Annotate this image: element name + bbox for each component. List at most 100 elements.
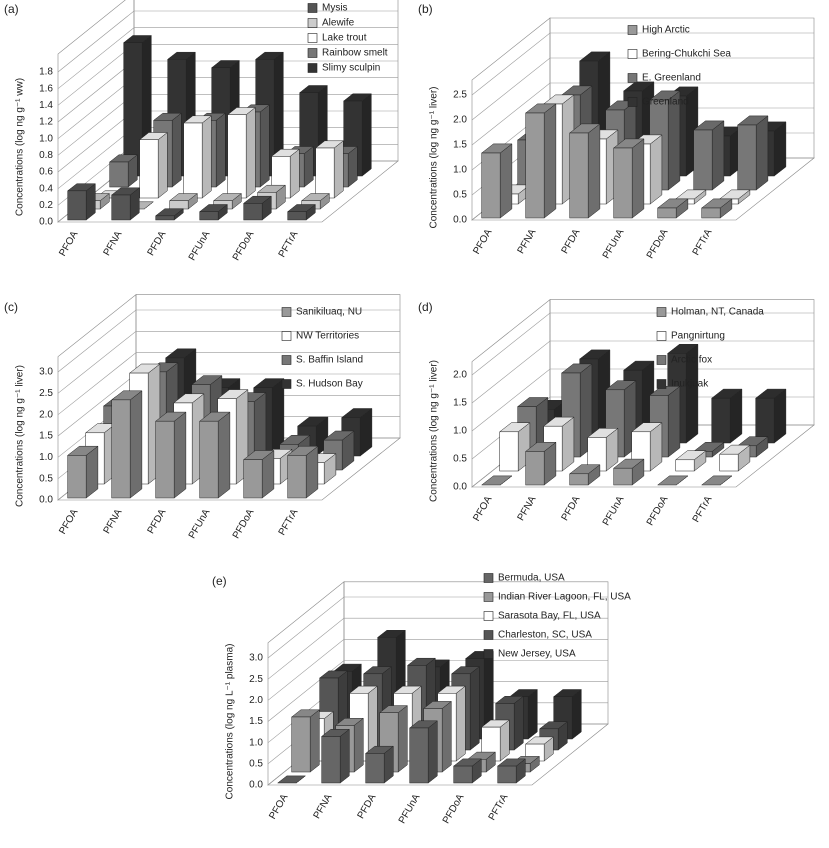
bar [657, 207, 677, 219]
legend-label: New Jersey, USA [498, 649, 576, 660]
bar-side [729, 388, 743, 444]
legend-swatch [483, 592, 494, 602]
legend-swatch [307, 18, 318, 28]
y-tick-label: 0.0 [453, 482, 467, 493]
bar [183, 122, 203, 199]
grid-line [57, 309, 400, 373]
bar-top [480, 475, 513, 486]
y-tick-label: 0.5 [453, 190, 467, 201]
bar-side [289, 148, 300, 199]
bar [243, 459, 263, 499]
legend-label: Holman, NT, Canada [671, 307, 764, 318]
legend-swatch [627, 25, 638, 35]
x-tick-label: PFNA [102, 229, 125, 258]
legend-swatch [483, 630, 494, 640]
y-tick-label: 1.5 [453, 140, 467, 151]
bar [109, 161, 129, 188]
panel-label: (c) [4, 300, 18, 314]
y-axis-title: Concentrations (log ng L⁻¹ plasma) [225, 644, 236, 800]
legend-swatch [627, 97, 638, 107]
x-tick-label: PFDA [560, 494, 583, 523]
x-tick-label: PFDoA [441, 792, 467, 826]
y-tick-label: 0.8 [39, 150, 53, 161]
panel: (e) 0.0 0.5 1.0 1.5 2.0 2.5 3.0 Concentrations (… [212, 573, 631, 826]
legend-swatch [307, 33, 318, 43]
panel: (b) 0.0 0.5 1.0 1.5 2.0 2.5 Concentrations (log… [418, 2, 815, 261]
y-tick-label: 2.0 [249, 695, 263, 706]
x-tick-label: PFTrA [691, 227, 715, 257]
x-tick-label: PFDA [146, 229, 169, 258]
bar [111, 194, 131, 221]
legend-label: Slimy sculpin [322, 63, 380, 74]
y-tick-label: 0.0 [39, 217, 53, 228]
x-tick-label: PFDA [146, 507, 169, 536]
y-tick-label: 1.0 [249, 737, 263, 748]
legend-label: S. Hudson Bay [296, 379, 363, 390]
legend-swatch [483, 649, 494, 659]
bar [525, 451, 545, 486]
legend-label: Bering-Chukchi Sea [642, 49, 731, 60]
bar-side [361, 93, 372, 177]
grid-line [471, 57, 814, 121]
legend-label: Sarasota Bay, FL, USA [498, 611, 601, 622]
x-tick-label: PFUnA [601, 227, 627, 261]
bar-side [339, 728, 350, 784]
x-tick-label: PFUnA [187, 507, 213, 541]
bar [243, 203, 263, 221]
legend-label: Lake trout [322, 33, 367, 44]
x-tick-label: PFOA [57, 229, 80, 258]
bar [409, 727, 429, 784]
y-tick-label: 1.5 [249, 716, 263, 727]
bar-side [173, 411, 187, 499]
grid-line [57, 352, 400, 415]
x-tick-label: PFTrA [487, 792, 511, 822]
bar-side [469, 666, 480, 751]
bar-side [333, 140, 344, 199]
bar-side [171, 112, 182, 188]
y-tick-label: 1.0 [453, 426, 467, 437]
bar [155, 420, 175, 499]
y-tick-label: 1.6 [39, 83, 53, 94]
y-tick-label: 2.5 [249, 674, 263, 685]
legend-label: Mysis [322, 3, 348, 14]
bar-side [427, 720, 438, 784]
y-tick-label: 0.0 [39, 495, 53, 506]
bar [613, 467, 633, 486]
bar [169, 200, 189, 210]
panel: (d) 0.0 0.5 1.0 1.5 2.0 Concentrations (log ng… [418, 298, 815, 528]
y-tick-label: 1.0 [39, 452, 53, 463]
bar [315, 147, 335, 199]
legend-swatch [656, 307, 667, 317]
y-tick-label: 1.5 [39, 431, 53, 442]
bar [693, 129, 713, 191]
legend-label: Sanikiluaq, NU [296, 307, 362, 318]
bar-side [631, 138, 645, 219]
grid-line [471, 312, 814, 376]
grid-line [267, 596, 608, 659]
bar [719, 453, 739, 472]
legend-swatch [656, 355, 667, 365]
bar-top [700, 475, 733, 486]
x-tick-label: PFOA [57, 507, 80, 536]
bar [155, 215, 175, 221]
x-tick-label: PFDA [356, 792, 379, 821]
bar [291, 716, 311, 773]
x-tick-label: PFDoA [645, 227, 671, 261]
y-tick-label: 1.8 [39, 67, 53, 78]
bar [453, 765, 473, 784]
bar-side [499, 143, 513, 219]
x-tick-label: PFDoA [231, 229, 257, 263]
bar-side [397, 705, 408, 773]
legend-swatch [656, 379, 667, 389]
bar-side [513, 695, 524, 751]
legend-label: Bermuda, USA [498, 573, 565, 584]
y-tick-label: 2.5 [453, 90, 467, 101]
panel: (a) 0.0 0.2 0.4 0.6 0.8 1.0 1.2 1.4 1.6 1.8 Concent… [4, 0, 399, 263]
x-tick-label: PFNA [516, 227, 539, 256]
x-tick-label: PFTrA [277, 507, 301, 537]
legend-swatch [281, 331, 292, 341]
grid-line [471, 340, 814, 404]
bar-side [667, 385, 681, 458]
legend-label: Greenland [642, 97, 689, 108]
bar [287, 455, 307, 499]
